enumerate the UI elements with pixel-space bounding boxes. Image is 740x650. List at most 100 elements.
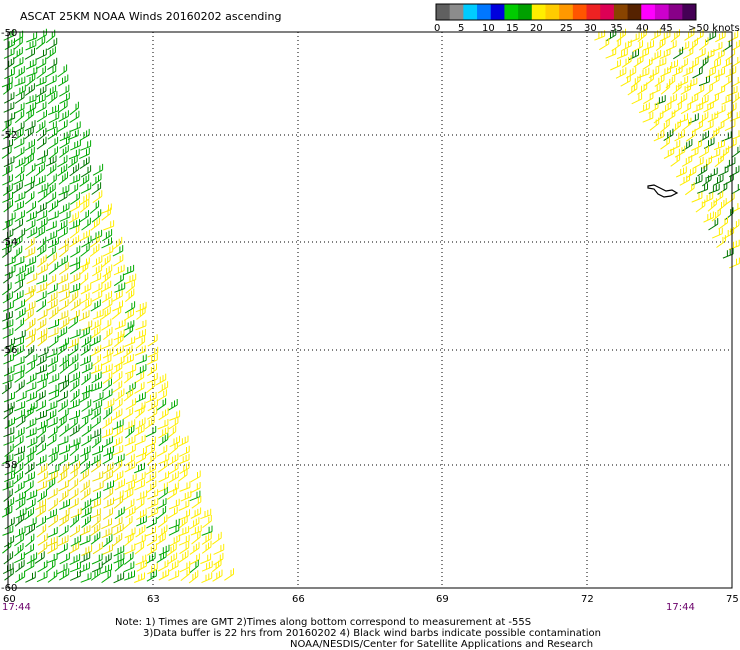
- wind-barb: [191, 495, 202, 509]
- wind-barb: [124, 419, 136, 431]
- wind-barb: [58, 171, 68, 185]
- wind-barb: [80, 165, 92, 178]
- wind-barb: [719, 145, 730, 159]
- wind-barb: [80, 498, 92, 511]
- wind-barb: [14, 409, 25, 421]
- wind-barb: [26, 401, 38, 412]
- wind-barb: [57, 255, 68, 268]
- wind-barb: [168, 518, 180, 530]
- wind-barb: [191, 531, 201, 545]
- wind-barb: [47, 355, 58, 367]
- wind-barb: [698, 145, 709, 159]
- wind-barb: [692, 120, 703, 133]
- wind-barb: [59, 290, 70, 302]
- wind-barb: [37, 489, 47, 503]
- wind-barb: [23, 265, 35, 277]
- wind-barb: [666, 93, 677, 106]
- wind-barb: [168, 560, 179, 572]
- wind-barb: [47, 327, 59, 338]
- wind-barb: [45, 155, 57, 167]
- wind-barb: [4, 497, 15, 510]
- wind-barb: [68, 488, 79, 501]
- wind-barb: [25, 94, 37, 105]
- wind-barb: [69, 371, 80, 383]
- wind-barb: [70, 507, 82, 519]
- wind-barb: [158, 569, 170, 581]
- wind-barb: [726, 138, 737, 150]
- wind-barb: [68, 497, 79, 510]
- wind-barb: [717, 165, 729, 177]
- wind-barb: [81, 298, 92, 311]
- wind-barb: [638, 67, 650, 79]
- wind-barb: [112, 425, 124, 438]
- wind-barb: [48, 498, 58, 512]
- wind-barb: [715, 30, 726, 43]
- wind-barb: [47, 291, 58, 304]
- wind-barb: [69, 256, 81, 267]
- wind-barb: [694, 48, 706, 60]
- wind-barb: [168, 453, 179, 466]
- wind-barb: [703, 83, 713, 97]
- wind-barb: [124, 498, 135, 511]
- wind-barb: [81, 424, 92, 437]
- wind-barb: [13, 471, 23, 485]
- wind-barb: [37, 182, 49, 194]
- wind-barb: [685, 128, 696, 142]
- wind-barb: [101, 363, 113, 374]
- wind-barb: [3, 92, 15, 104]
- time-label-left: 17:44: [2, 602, 31, 613]
- wind-barb: [124, 532, 134, 547]
- wind-barb: [703, 101, 714, 113]
- wind-barb: [59, 444, 70, 455]
- wind-barb: [58, 262, 69, 275]
- wind-barb: [36, 318, 47, 331]
- wind-barb: [113, 329, 125, 341]
- wind-barb: [14, 156, 26, 169]
- wind-barb: [68, 316, 78, 330]
- legend-swatch: [654, 4, 670, 20]
- wind-barb: [57, 342, 67, 356]
- wind-barb: [687, 113, 699, 124]
- wind-barb: [189, 490, 201, 502]
- wind-barb: [69, 235, 80, 248]
- wind-barb: [112, 245, 124, 257]
- wind-barb: [729, 257, 740, 269]
- wind-barb: [4, 255, 16, 267]
- wind-barb: [90, 299, 101, 312]
- wind-barb: [136, 306, 146, 320]
- wind-barb: [4, 212, 16, 223]
- wind-barb: [46, 400, 58, 412]
- wind-barb: [37, 372, 48, 384]
- wind-barb: [679, 174, 690, 186]
- wind-barb: [3, 391, 15, 403]
- wind-barb: [166, 425, 177, 439]
- wind-barb: [79, 327, 90, 339]
- wind-barb: [663, 128, 674, 142]
- wind-barb: [79, 128, 90, 141]
- wind-barb: [48, 445, 59, 458]
- wind-barb: [180, 490, 192, 502]
- wind-barb: [655, 37, 666, 51]
- wind-barb: [57, 310, 69, 321]
- wind-barb: [90, 217, 100, 231]
- wind-barb: [48, 335, 59, 348]
- wind-barb: [201, 532, 212, 545]
- wind-barb: [68, 542, 80, 555]
- wind-barb: [134, 462, 145, 474]
- wind-barb: [57, 64, 68, 78]
- wind-barb: [59, 379, 69, 393]
- legend-swatch: [504, 4, 519, 20]
- wind-barb: [46, 46, 56, 60]
- wind-barb: [157, 559, 169, 572]
- wind-barb: [47, 470, 58, 482]
- wind-barb: [24, 180, 35, 194]
- wind-barb: [169, 534, 181, 547]
- legend-label-0: 0: [434, 23, 440, 34]
- wind-barb: [14, 146, 25, 159]
- wind-barb: [79, 292, 90, 305]
- wind-barb: [46, 508, 57, 520]
- wind-barb: [211, 558, 222, 573]
- wind-barb: [36, 504, 46, 518]
- wind-barb: [91, 354, 101, 367]
- wind-barb: [89, 491, 101, 503]
